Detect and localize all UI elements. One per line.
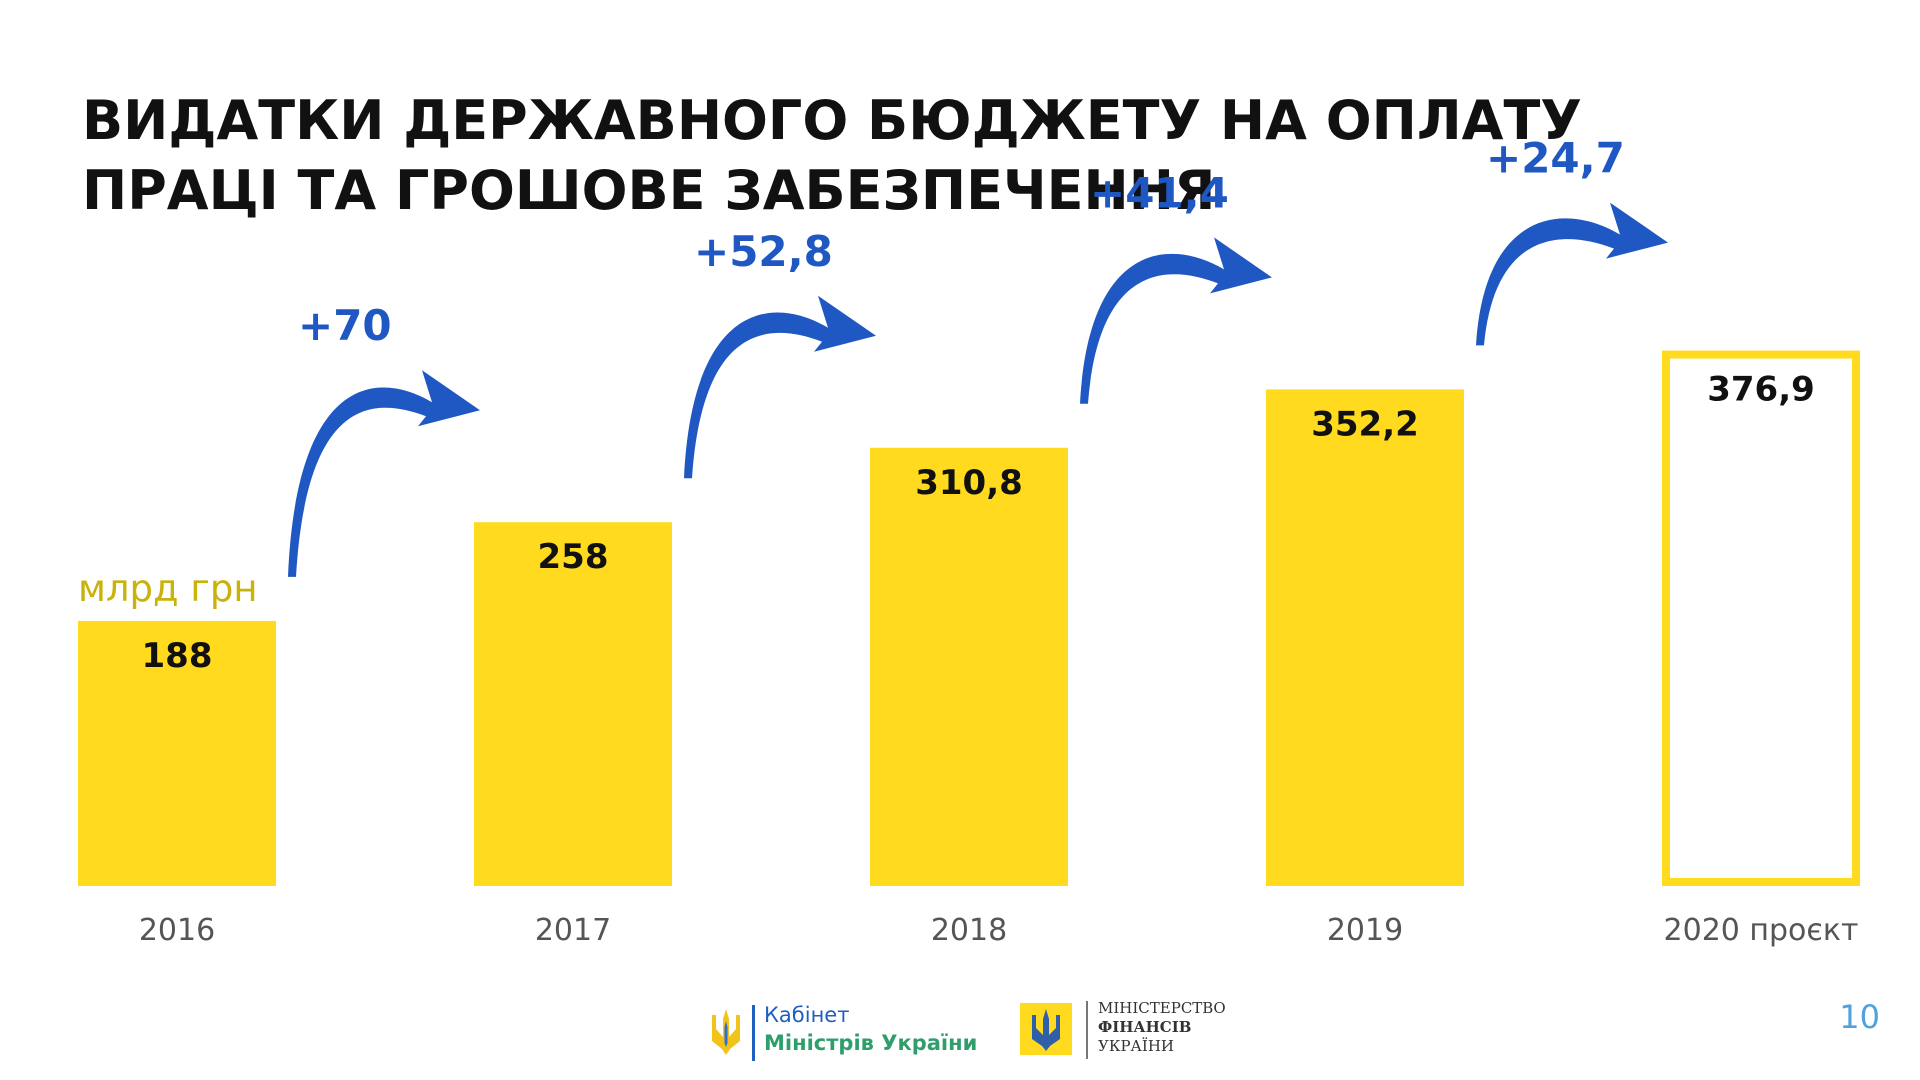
cabinet-logo-line2: Міністрів України [764, 1031, 978, 1055]
ministry-logo-line2: ФІНАНСІВ [1098, 1018, 1192, 1036]
increment-arrow [1476, 202, 1668, 346]
cabinet-logo-divider [752, 1005, 755, 1061]
bar-2018 [870, 447, 1068, 886]
increment-label: +70 [298, 301, 392, 350]
footer-logos: Кабінет Міністрів України МІНІСТЕРСТВО Ф… [700, 995, 1260, 1065]
bar-chart: 188 2016 258 2017 310,8 2018 352,2 2019 376,9 202… [78, 134, 1860, 948]
ministry-logo-line1: МІНІСТЕРСТВО [1098, 999, 1226, 1017]
title-line-2: ПРАЦІ ТА ГРОШОВЕ ЗАБЕЗПЕЧЕННЯ [82, 159, 1216, 222]
x-tick-label: 2017 [535, 913, 611, 948]
bar-value-label: 258 [538, 537, 609, 577]
bar-value-label: 352,2 [1311, 404, 1419, 444]
trident-icon [712, 1009, 740, 1055]
x-tick-label: 2020 проєкт [1664, 913, 1859, 948]
ministry-of-finance-logo: МІНІСТЕРСТВО ФІНАНСІВ УКРАЇНИ [1018, 995, 1258, 1065]
bar-2017 [474, 522, 672, 886]
x-tick-label: 2019 [1327, 913, 1403, 948]
bar-value-label: 310,8 [915, 463, 1023, 503]
ministry-logo-divider [1086, 1001, 1088, 1059]
ministry-logo-line3: УКРАЇНИ [1098, 1037, 1174, 1055]
page-number: 10 [1839, 998, 1880, 1036]
cabinet-logo-line1: Кабінет [764, 1003, 850, 1027]
increment-arrow [1080, 237, 1272, 404]
title-line-1: ВИДАТКИ ДЕРЖАВНОГО БЮДЖЕТУ НА ОПЛАТУ [82, 89, 1582, 152]
bar-2019 [1266, 389, 1464, 886]
slide-title: ВИДАТКИ ДЕРЖАВНОГО БЮДЖЕТУ НА ОПЛАТУ ПРА… [82, 86, 1782, 226]
bar-value-label: 188 [142, 636, 213, 676]
ministry-emblem-icon [1020, 1003, 1072, 1055]
ministry-logo-text: МІНІСТЕРСТВО ФІНАНСІВ УКРАЇНИ [1098, 999, 1226, 1056]
increment-label: +24,7 [1486, 134, 1625, 183]
increment-label: +41,4 [1090, 168, 1229, 217]
x-tick-label: 2016 [139, 913, 215, 948]
increment-label: +52,8 [694, 227, 833, 276]
bar-2016 [78, 620, 276, 886]
cabinet-of-ministers-logo: Кабінет Міністрів України [700, 1001, 1000, 1061]
unit-label: млрд грн [78, 567, 258, 610]
increment-arrow [288, 370, 480, 577]
bar-2020-проєкт [1662, 350, 1860, 887]
x-tick-label: 2018 [931, 913, 1007, 948]
bar-value-label: 376,9 [1707, 370, 1815, 410]
increment-arrow [684, 295, 876, 479]
